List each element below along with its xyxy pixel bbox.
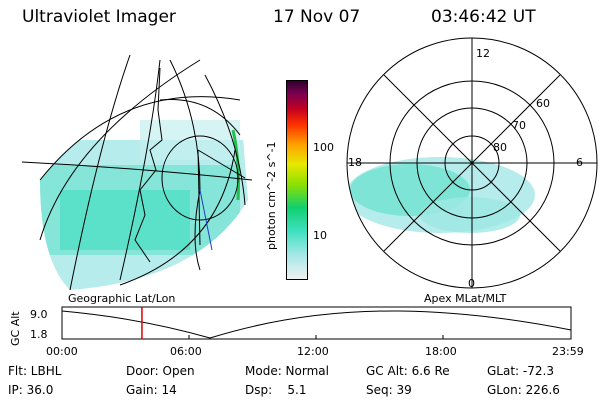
colorbar-tick-100: 100 — [313, 141, 334, 154]
altitude-plot-frame — [61, 306, 572, 340]
xtick-2359: 23:59 — [552, 345, 584, 358]
map-grid — [21, 54, 253, 291]
glon-info: GLon: 226.6 — [487, 383, 560, 397]
xtick-0000: 00:00 — [46, 345, 78, 358]
mlt-label-6: 6 — [576, 156, 583, 169]
aurora-emission-polar — [347, 157, 535, 233]
coastline — [134, 67, 163, 263]
right-panel-caption: Apex MLat/MLT — [424, 292, 507, 305]
door-info: Door: Open — [126, 364, 195, 378]
observation-time: 03:46:42 UT — [431, 7, 536, 27]
mode-info: Mode: Normal — [245, 364, 329, 378]
filter-info: Flt: LBHL — [8, 364, 62, 378]
mlt-label-12: 12 — [476, 47, 490, 60]
left-panel-caption: Geographic Lat/Lon — [68, 292, 176, 305]
instrument-title: Ultraviolet Imager — [22, 7, 176, 27]
polar-grid — [346, 37, 598, 289]
xtick-1200: 12:00 — [297, 345, 329, 358]
aurora-emission-geographic — [40, 120, 248, 290]
altitude-ylabel: GC Alt — [9, 311, 22, 346]
xtick-0600: 06:00 — [170, 345, 202, 358]
gain-info: Gain: 14 — [126, 383, 177, 397]
glat-info: GLat: -72.3 — [487, 364, 554, 378]
dsp-info: Dsp: 5.1 — [245, 383, 307, 397]
colorbar-label: photon cm^-2 s^-1 — [265, 141, 278, 250]
colorbar — [286, 80, 308, 280]
altitude-curve — [61, 310, 572, 339]
mlat-label-60: 60 — [536, 97, 550, 110]
gc-alt-info: GC Alt: 6.6 Re — [366, 364, 450, 378]
mlat-label-70: 70 — [512, 119, 526, 132]
sub-satellite-track — [199, 189, 213, 251]
altitude-ytick-9: 9.0 — [30, 308, 48, 321]
observation-date: 17 Nov 07 — [273, 7, 361, 27]
altitude-x-ticks — [188, 335, 444, 339]
mlat-label-80: 80 — [493, 141, 507, 154]
sequence-info: Seq: 39 — [366, 383, 412, 397]
xtick-1800: 18:00 — [425, 345, 457, 358]
colorbar-tick-10: 10 — [313, 229, 327, 242]
mlt-label-0: 0 — [468, 277, 475, 290]
ip-info: IP: 36.0 — [8, 383, 54, 397]
altitude-ytick-1-8: 1.8 — [30, 328, 48, 341]
mlt-label-18: 18 — [348, 156, 362, 169]
